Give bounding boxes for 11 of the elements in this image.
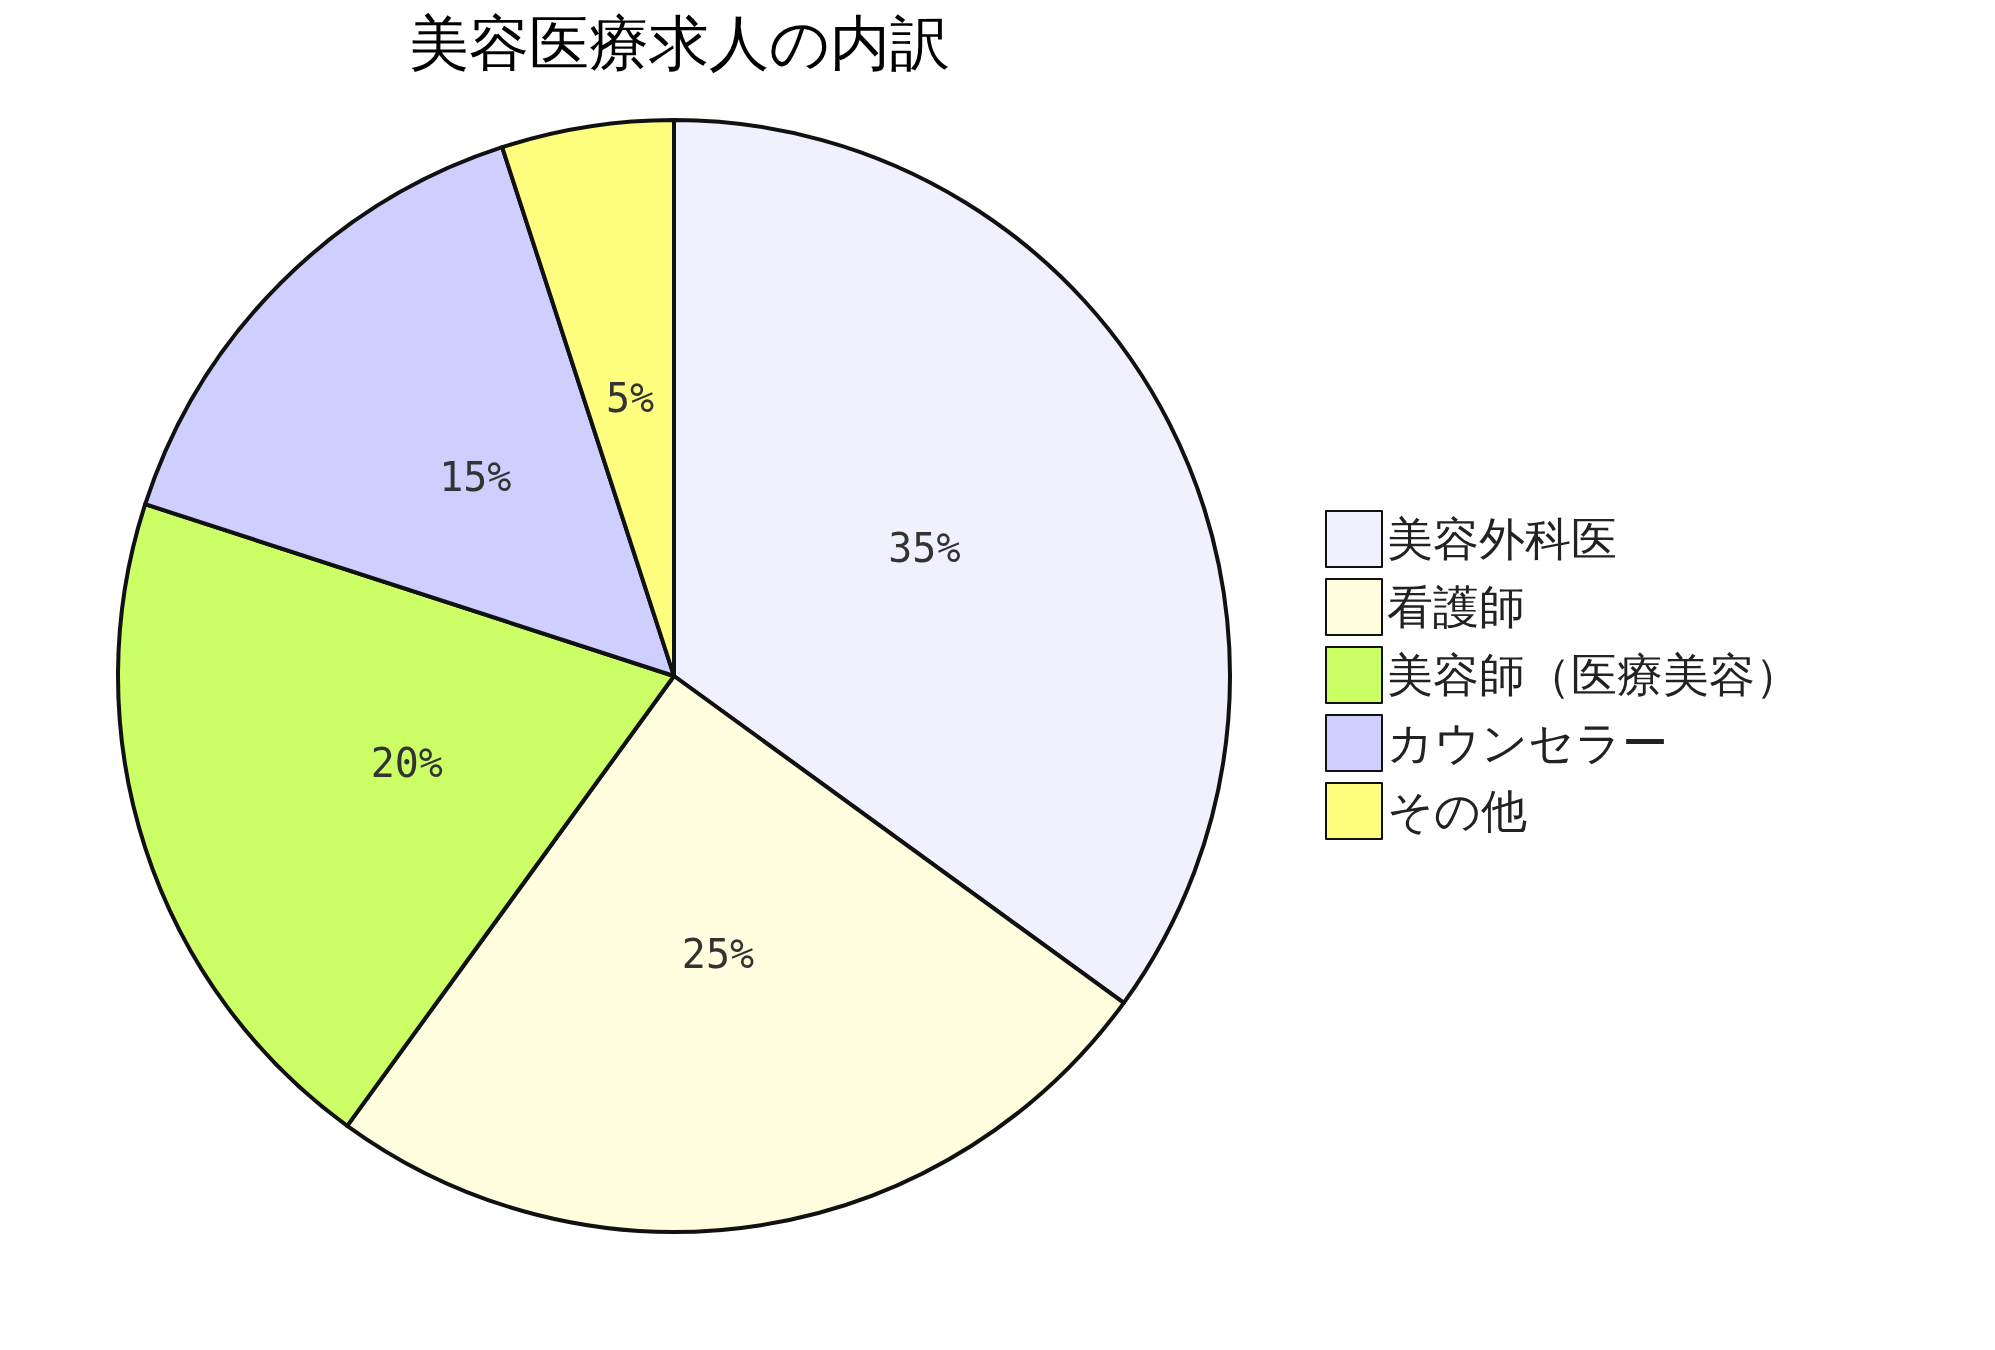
legend-label: 美容師（医療美容） xyxy=(1387,648,1801,702)
legend-label: 美容外科医 xyxy=(1387,512,1617,566)
legend-label: カウンセラー xyxy=(1387,716,1668,770)
legend-label: 看護師 xyxy=(1387,580,1525,634)
chart-title: 美容医療求人の内訳 xyxy=(408,8,950,78)
data-label: 20% xyxy=(370,739,443,786)
data-label: 15% xyxy=(439,454,512,501)
legend-label: その他 xyxy=(1387,784,1527,838)
data-label: 35% xyxy=(888,525,961,572)
data-label: 5% xyxy=(605,375,655,422)
data-label: 25% xyxy=(681,930,755,977)
